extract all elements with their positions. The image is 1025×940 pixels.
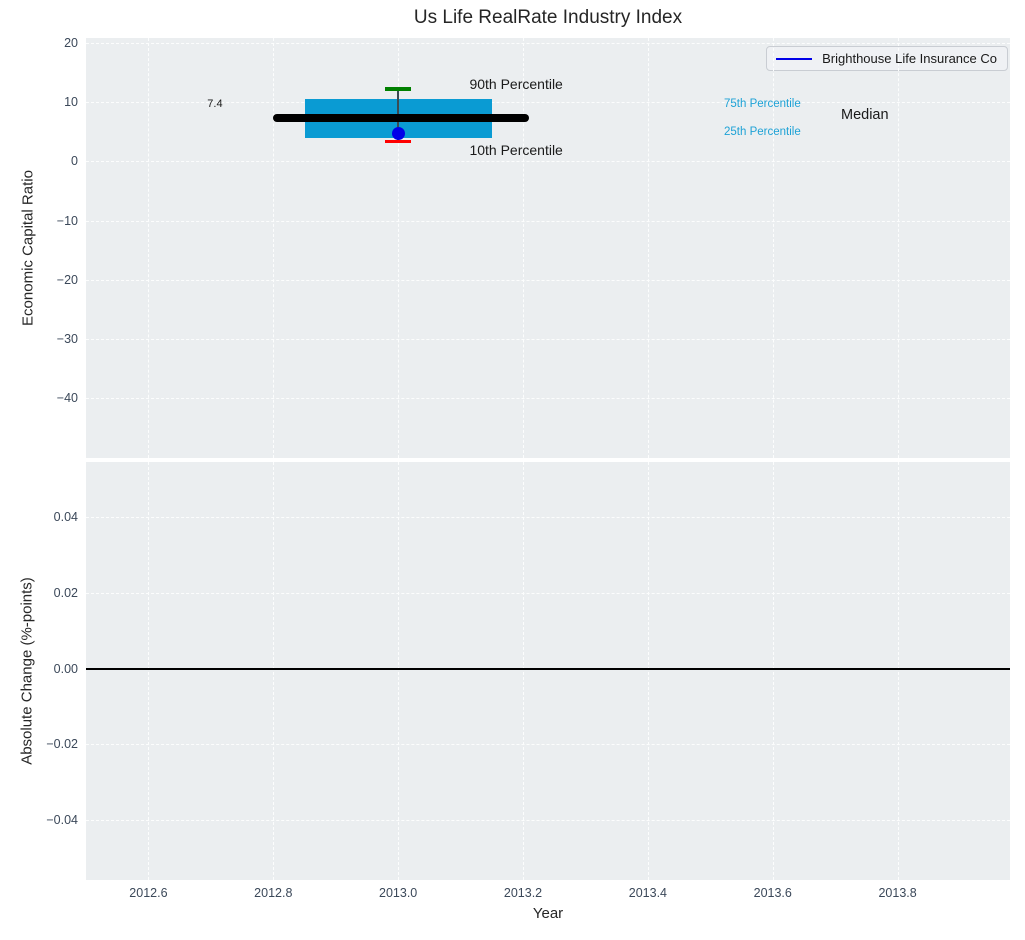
y-tick-label: −30 [56, 331, 78, 346]
boxplot-cap-90th-percentile [385, 87, 412, 91]
annotation-75th-percentile: 75th Percentile [724, 97, 801, 110]
y-tick-label: 0 [71, 154, 78, 169]
legend-label: Brighthouse Life Insurance Co [822, 51, 997, 66]
gridline-vertical [523, 38, 525, 458]
y-tick-label: 0.04 [53, 509, 78, 524]
y-tick-label: 0.02 [53, 585, 78, 600]
gridline-vertical [772, 462, 774, 880]
annotation-90th-percentile: 90th Percentile [469, 76, 563, 93]
annotation-median-value: 7.4 [207, 97, 223, 110]
x-tick-label: 2012.8 [254, 886, 293, 900]
y-tick-label: −40 [56, 390, 78, 405]
annotation-median: Median [841, 106, 889, 123]
gridline-horizontal [86, 102, 1010, 104]
gridline-vertical [148, 462, 150, 880]
x-tick-label: 2013.0 [379, 886, 418, 900]
gridline-vertical [398, 462, 400, 880]
gridline-horizontal [86, 279, 1010, 281]
x-tick-label: 2013.6 [753, 886, 792, 900]
gridline-horizontal [86, 820, 1010, 822]
gridline-vertical [523, 462, 525, 880]
gridline-horizontal [86, 397, 1010, 399]
gridline-horizontal [86, 220, 1010, 222]
legend-line-sample [776, 57, 813, 60]
gridline-vertical [148, 38, 150, 458]
company-data-point [391, 126, 405, 140]
zero-change-line [86, 667, 1010, 670]
y-tick-label: −20 [56, 272, 78, 287]
gridline-horizontal [86, 43, 1010, 45]
gridline-vertical [647, 38, 649, 458]
top-axes-economic-capital-ratio: 90th Percentile 10th Percentile 75th Per… [86, 38, 1010, 458]
gridline-vertical [273, 462, 275, 880]
y-tick-label: −10 [56, 213, 78, 228]
y-tick-label: −0.02 [46, 737, 78, 752]
annotation-25th-percentile: 25th Percentile [724, 125, 801, 138]
y-tick-label: −0.04 [46, 813, 78, 828]
gridline-vertical [273, 38, 275, 458]
gridline-vertical [647, 462, 649, 880]
x-tick-label: 2013.8 [878, 886, 917, 900]
chart-title: Us Life RealRate Industry Index [413, 7, 683, 28]
boxplot-cap-10th-percentile [385, 139, 412, 144]
y-axis-label-economic-capital-ratio: Economic Capital Ratio [19, 170, 37, 326]
gridline-vertical [398, 38, 400, 458]
gridline-horizontal [86, 338, 1010, 340]
x-tick-label: 2012.6 [129, 886, 168, 900]
gridline-vertical [897, 38, 899, 458]
gridline-horizontal [86, 161, 1010, 163]
x-tick-label: 2013.4 [628, 886, 667, 900]
gridline-horizontal [86, 516, 1010, 518]
bottom-axes-absolute-change [86, 462, 1010, 880]
y-tick-label: 20 [64, 36, 78, 51]
gridline-horizontal [86, 744, 1010, 746]
gridline-vertical [772, 38, 774, 458]
gridline-horizontal [86, 592, 1010, 594]
x-axis-label-year: Year [532, 905, 564, 922]
y-tick-label: 10 [64, 95, 78, 110]
legend: Brighthouse Life Insurance Co [766, 46, 1008, 71]
gridline-vertical [897, 462, 899, 880]
boxplot-median-line [273, 113, 530, 122]
y-tick-label: 0.00 [53, 661, 78, 676]
x-tick-label: 2013.2 [503, 886, 543, 900]
annotation-10th-percentile: 10th Percentile [469, 142, 563, 159]
